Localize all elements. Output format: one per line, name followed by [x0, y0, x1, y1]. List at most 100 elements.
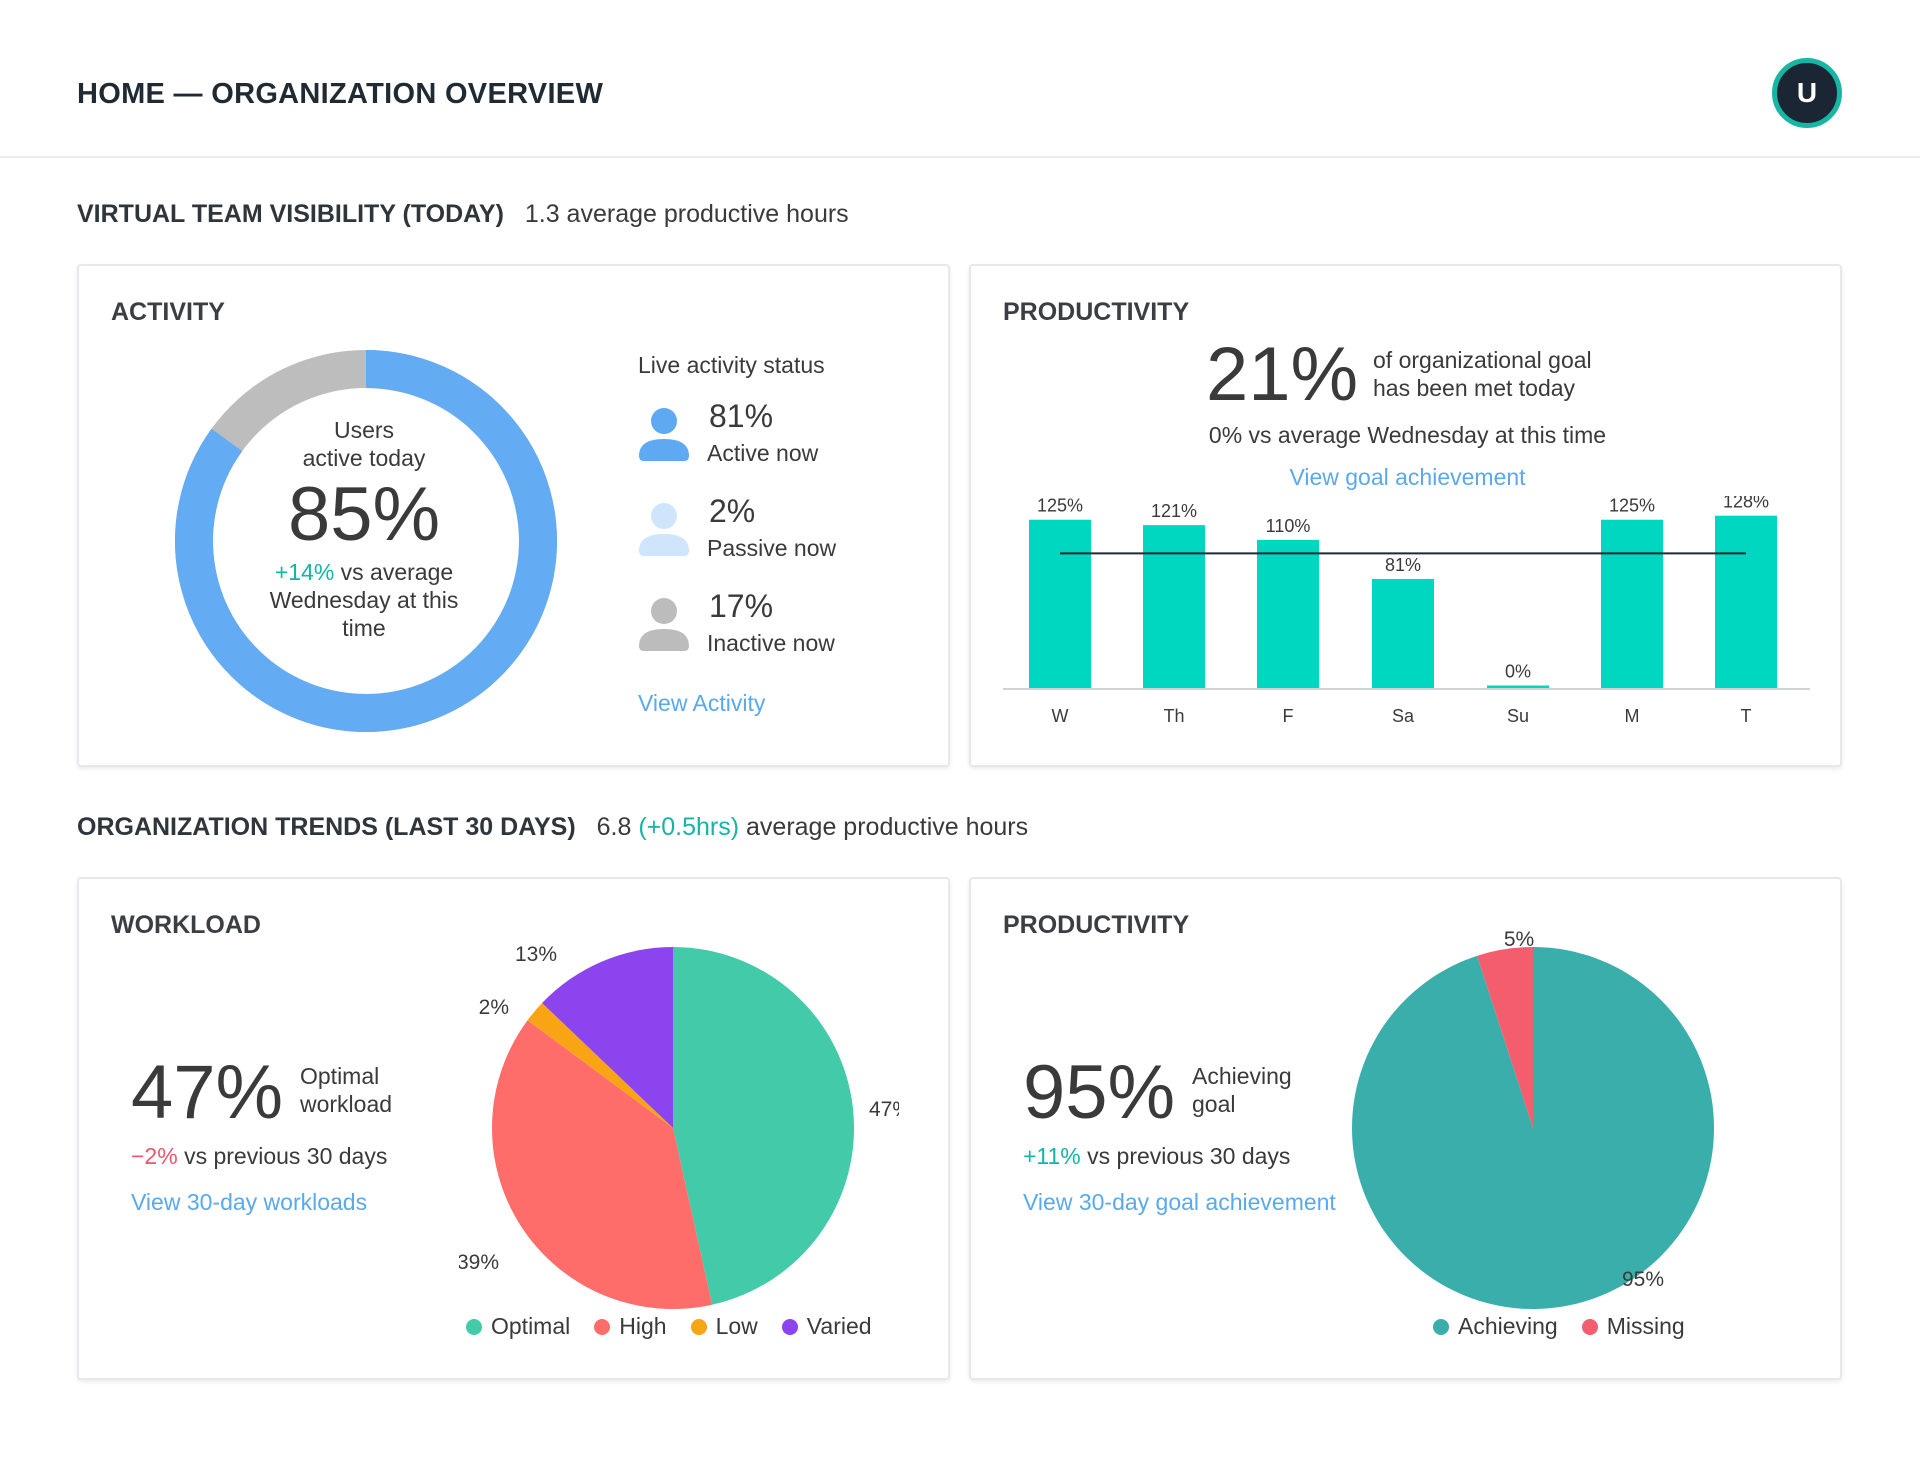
bar-value-label: 110% [1266, 516, 1311, 536]
pie-label: 13% [515, 943, 557, 966]
legend-label: Low [715, 1313, 758, 1339]
legend-item-varied: Varied [781, 1313, 872, 1340]
user-inactive-icon [639, 598, 689, 651]
workload-compare: −2% vs previous 30 days [131, 1143, 387, 1170]
status-passive: 2% Passive now [638, 493, 836, 562]
donut-label-2: active today [302, 445, 426, 471]
section-heading: VIRTUAL TEAM VISIBILITY (TODAY) [77, 200, 504, 228]
legend-dot [1433, 1318, 1449, 1335]
trend-delta: (+0.5hrs) [638, 813, 740, 841]
pie-slice [1352, 947, 1715, 1309]
pie-slice [542, 947, 673, 1128]
section-title-today: VIRTUAL TEAM VISIBILITY (TODAY) 1.3 aver… [77, 200, 849, 229]
trend-value: 6.8 [596, 813, 632, 841]
section-summary: 1.3 average productive hours [524, 200, 849, 228]
status-label: Active now [707, 440, 819, 466]
view-activity-link[interactable]: View Activity [638, 690, 766, 716]
bar-value-label: 128% [1723, 496, 1769, 512]
view-goal-achievement-link[interactable]: View goal achievement [1289, 464, 1526, 490]
card-title: WORKLOAD [111, 911, 261, 939]
productivity-value: 21% [1206, 332, 1359, 417]
bar [1715, 515, 1777, 688]
x-tick-label: W [1052, 706, 1069, 726]
bar-value-label: 125% [1037, 496, 1083, 516]
x-tick-label: Sa [1392, 706, 1415, 726]
bar [1029, 519, 1091, 688]
bar [1143, 525, 1205, 688]
pie-slice [1477, 947, 1533, 1128]
bar-value-label: 0% [1505, 662, 1531, 682]
pie-slice [673, 947, 855, 1305]
pie-label: 47% [869, 1098, 899, 1121]
legend-label: Missing [1606, 1313, 1685, 1339]
legend-item-achieving: Achieving [1433, 1313, 1558, 1340]
donut-compare-2: Wednesday at this [269, 587, 459, 613]
legend-item-high: High [594, 1313, 667, 1340]
status-active: 81% Active now [638, 398, 818, 467]
achieving-label-2: goal [1192, 1091, 1236, 1117]
x-tick-label: F [1283, 706, 1294, 726]
legend-dot [1581, 1318, 1598, 1335]
workload-card: WORKLOAD 47% Optimal workload −2% vs pre… [77, 877, 950, 1380]
x-tick-label: Th [1163, 706, 1184, 726]
workload-label-1: Optimal [300, 1063, 380, 1089]
user-avatar[interactable]: U [1772, 58, 1842, 128]
legend-dot [594, 1318, 611, 1335]
user-active-icon [639, 408, 689, 461]
status-value: 17% [709, 588, 774, 624]
legend-dot [690, 1318, 707, 1335]
view-30-day-goal-achievement-link[interactable]: View 30-day goal achievement [1023, 1189, 1336, 1215]
goal-legend: Achieving Missing [1433, 1313, 1685, 1340]
productivity-today-card: PRODUCTIVITY 21% of organizational goal … [969, 264, 1842, 767]
view-30-day-workloads-link[interactable]: View 30-day workloads [131, 1189, 368, 1215]
bar [1257, 539, 1319, 688]
legend-label: High [619, 1313, 667, 1339]
x-tick-label: M [1625, 706, 1640, 726]
card-title: PRODUCTIVITY [1003, 911, 1190, 939]
section-title-trends: ORGANIZATION TRENDS (LAST 30 DAYS) 6.8 (… [77, 813, 1028, 842]
x-tick-label: T [1741, 706, 1752, 726]
user-passive-icon [639, 503, 689, 556]
status-label: Inactive now [707, 630, 835, 656]
donut-center: Users active today 85% +14% vs average W… [214, 416, 514, 642]
donut-delta: +14% [274, 559, 335, 585]
donut-compare-text: vs average [340, 559, 454, 585]
card-title: ACTIVITY [111, 298, 225, 326]
section-heading: ORGANIZATION TRENDS (LAST 30 DAYS) [77, 813, 576, 841]
pie-label: 39% [459, 1251, 499, 1274]
donut-compare-3: time [342, 615, 386, 641]
goal-link-wrap: View goal achievement [971, 464, 1844, 491]
legend-label: Achieving [1458, 1313, 1558, 1339]
productivity-compare: 0% vs average Wednesday at this time [1208, 422, 1607, 448]
pie-slice [527, 1003, 673, 1128]
legend-dot [781, 1318, 798, 1335]
legend-item-optimal: Optimal [466, 1313, 570, 1340]
legend-dot [466, 1318, 482, 1335]
workload-pie-chart: 47% 39% 2% 13% [459, 943, 899, 1310]
status-value: 2% [709, 493, 756, 529]
donut-label-1: Users [333, 417, 395, 443]
bar [1372, 578, 1434, 688]
achieving-value: 95% [1023, 1050, 1176, 1135]
legend-label: Optimal [491, 1313, 571, 1339]
bar-value-label: 125% [1609, 496, 1655, 516]
legend-item-missing: Missing [1581, 1313, 1685, 1340]
donut-active-arc [175, 350, 557, 732]
status-value: 81% [709, 398, 774, 434]
activity-donut [175, 350, 557, 732]
status-inactive: 17% Inactive now [638, 588, 835, 657]
donut-value: 85% [287, 472, 441, 557]
status-label: Passive now [707, 535, 837, 561]
legend-label: Varied [806, 1313, 872, 1339]
pie-label: 2% [479, 996, 509, 1019]
live-status-title: Live activity status [638, 352, 825, 378]
achieving-compare: +11% vs previous 30 days [1023, 1143, 1290, 1170]
productivity-desc-1: of organizational goal [1373, 347, 1592, 373]
x-tick-label: Su [1507, 706, 1529, 726]
productivity-trend-card: PRODUCTIVITY 95% Achieving goal +11% vs … [969, 877, 1842, 1380]
achieving-compare-text: vs previous 30 days [1087, 1143, 1291, 1169]
bar-value-label: 121% [1151, 501, 1197, 521]
donut-compare: +14% vs average [214, 558, 514, 586]
trend-suffix: average productive hours [746, 813, 1029, 841]
activity-card: ACTIVITY Users active today 85% +14% vs … [77, 264, 950, 767]
